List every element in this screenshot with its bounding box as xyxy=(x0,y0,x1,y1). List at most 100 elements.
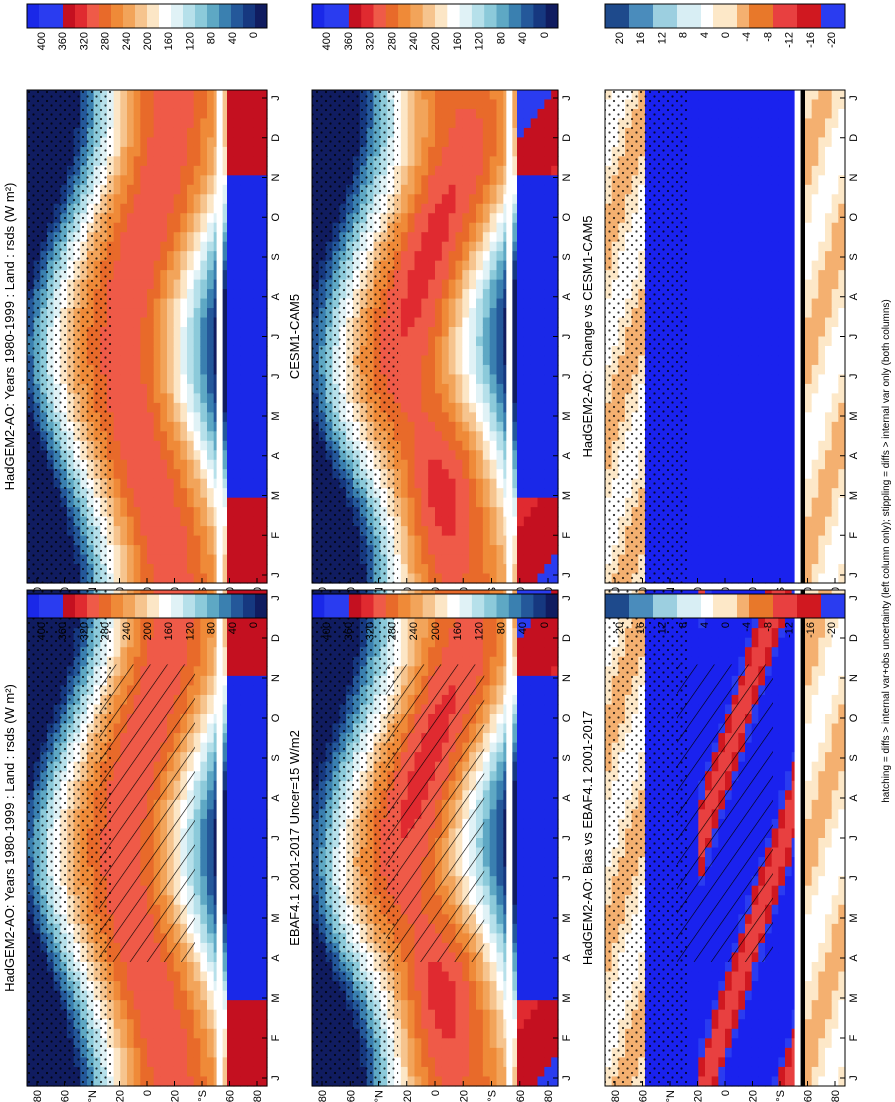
heatmap-cell xyxy=(400,516,409,527)
heatmap-cell xyxy=(153,90,161,101)
heatmap-cell xyxy=(428,554,436,565)
heatmap-cell xyxy=(544,488,552,499)
heatmap-cell xyxy=(260,279,268,290)
heatmap-cell xyxy=(180,146,188,157)
heatmap-cell xyxy=(240,251,248,262)
heatmap-cell xyxy=(544,156,552,167)
heatmap-cell xyxy=(160,184,168,195)
heatmap-cell xyxy=(153,127,161,138)
heatmap-cell xyxy=(428,127,436,138)
heatmap-cell xyxy=(698,469,706,480)
heatmap-cell xyxy=(496,516,504,527)
heatmap-cell xyxy=(718,573,726,584)
heatmap-cell xyxy=(253,554,261,565)
heatmap-cell xyxy=(240,270,248,281)
heatmap-cell xyxy=(153,364,161,376)
heatmap-cell xyxy=(517,554,525,565)
heatmap-cell xyxy=(725,345,733,357)
heatmap-cell xyxy=(455,270,463,281)
heatmap-cell xyxy=(227,213,235,224)
heatmap-cell xyxy=(482,127,491,138)
heatmap-cell xyxy=(705,222,713,233)
heatmap-cell xyxy=(435,317,443,328)
heatmap-cell xyxy=(551,298,559,309)
heatmap-cell xyxy=(698,194,706,205)
heatmap-cell xyxy=(725,497,733,508)
heatmap-cell xyxy=(523,232,532,243)
heatmap-cell xyxy=(738,289,746,300)
heatmap-cell xyxy=(482,355,491,366)
heatmap-cell xyxy=(400,146,409,157)
heatmap-cell xyxy=(160,526,168,537)
heatmap-cell xyxy=(469,421,477,432)
heatmap-cell xyxy=(455,213,463,224)
heatmap-cell xyxy=(469,459,477,470)
heatmap-cell xyxy=(173,203,181,214)
heatmap-cell xyxy=(731,345,739,357)
heatmap-cell xyxy=(428,175,436,186)
heatmap-cell xyxy=(160,156,168,167)
heatmap-cell xyxy=(407,127,416,138)
heatmap-cell xyxy=(253,137,261,148)
panel-title: HadGEM2-AO: Years 1980-1999 : Land : rsd… xyxy=(2,183,17,491)
heatmap-cell xyxy=(421,317,429,328)
heatmap-cell xyxy=(193,99,201,110)
heatmap-cell xyxy=(544,469,552,480)
heatmap-cell xyxy=(551,440,559,451)
heatmap-cell xyxy=(476,440,484,451)
heatmap-cell xyxy=(489,516,498,527)
heatmap-cell xyxy=(193,488,201,499)
heatmap-cell xyxy=(113,260,121,271)
heatmap-cell xyxy=(698,516,706,527)
heatmap-cell xyxy=(187,327,195,338)
heatmap-cell xyxy=(551,383,559,394)
heatmap-cell xyxy=(160,459,168,470)
heatmap-cell xyxy=(220,526,228,537)
heatmap-cell xyxy=(127,355,135,366)
heatmap-cell xyxy=(200,90,208,101)
heatmap-cell xyxy=(120,156,128,167)
heatmap-cell xyxy=(551,118,559,129)
heatmap-cell xyxy=(435,393,443,404)
heatmap-cell xyxy=(441,165,450,176)
heatmap-cell xyxy=(220,402,228,413)
heatmap-cell xyxy=(745,364,753,376)
heatmap-cell xyxy=(414,478,422,489)
heatmap-cell xyxy=(551,156,559,167)
heatmap-cell xyxy=(233,279,241,290)
heatmap-cell xyxy=(220,564,228,575)
heatmap-cell xyxy=(193,260,201,271)
heatmap-cell xyxy=(421,507,429,518)
heatmap-cell xyxy=(233,383,241,394)
heatmap-cell xyxy=(530,213,539,224)
heatmap-cell xyxy=(698,156,706,167)
heatmap-cell xyxy=(435,99,443,110)
heatmap-cell xyxy=(247,535,255,546)
heatmap-cell xyxy=(187,260,195,271)
heatmap-cell xyxy=(537,488,545,499)
heatmap-cell xyxy=(200,232,208,243)
heatmap-cell xyxy=(537,108,545,120)
heatmap-cell xyxy=(414,374,422,385)
heatmap-cell xyxy=(153,222,161,233)
heatmap-cell xyxy=(510,469,518,480)
heatmap-cell xyxy=(448,459,457,470)
heatmap-cell xyxy=(751,184,759,195)
heatmap-cell xyxy=(551,516,559,527)
heatmap-cell xyxy=(731,431,739,442)
heatmap-cell xyxy=(113,554,121,565)
heatmap-cell xyxy=(247,308,255,319)
heatmap-cell xyxy=(227,526,235,537)
heatmap-cell xyxy=(127,364,135,376)
heatmap-cell xyxy=(127,213,135,224)
heatmap-cell xyxy=(523,317,532,328)
heatmap-cell xyxy=(725,383,733,394)
heatmap-cell xyxy=(200,469,208,480)
heatmap-cell xyxy=(698,270,706,281)
panel-bottom-right: HadGEM2-AO: Change vs CESM1-CAM58060°N20… xyxy=(580,89,860,599)
heatmap-cell xyxy=(489,535,498,546)
heatmap-cell xyxy=(691,345,699,357)
heatmap-cell xyxy=(253,469,261,480)
heatmap-cell xyxy=(260,478,268,489)
